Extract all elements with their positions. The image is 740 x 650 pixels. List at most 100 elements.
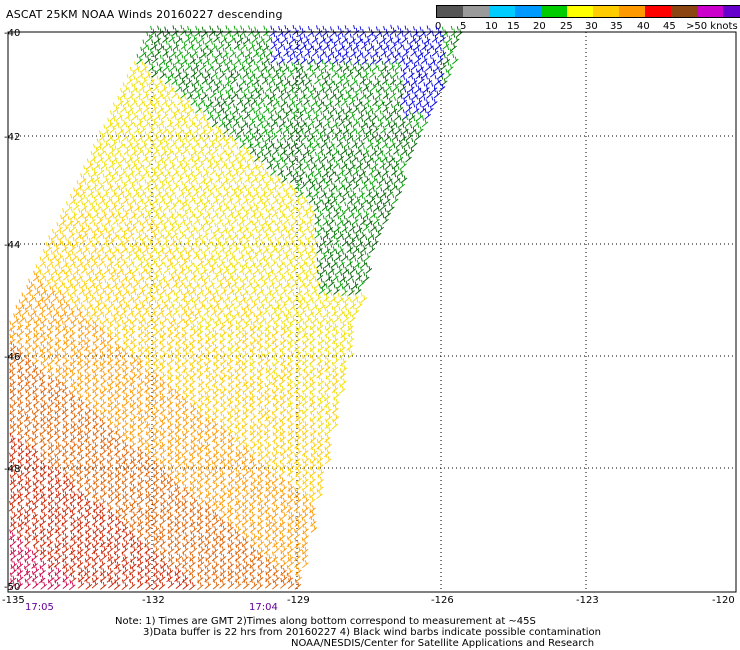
wind-barb [115,515,122,527]
wind-barb [246,215,253,227]
wind-barb [282,61,290,73]
wind-barb [46,417,53,429]
wind-barb [61,241,68,253]
wind-barb [189,486,196,498]
wind-barb [280,577,287,589]
wind-barb [234,424,242,436]
wind-barb [306,214,313,225]
wind-barb [195,39,203,51]
wind-barb [107,480,115,492]
wind-barb [25,502,33,514]
wind-barb [47,411,54,422]
wind-barb [343,74,350,86]
wind-barb [246,306,254,318]
wind-barb [229,46,236,58]
wind-barb [17,325,25,337]
wind-barb [288,487,295,499]
wind-barb [352,214,359,225]
wind-barb [396,136,403,148]
wind-barb [317,143,325,155]
wind-barb [182,68,189,80]
wind-barb [367,40,375,52]
wind-barb [172,39,180,51]
wind-barb [353,193,361,205]
wind-barb [291,152,298,164]
wind-barb [285,228,292,240]
wind-barb [253,214,261,226]
wind-barb [209,87,217,99]
wind-barb [384,67,391,78]
wind-barb [307,306,315,318]
wind-barb [104,291,112,303]
wind-barb [151,346,159,358]
wind-barb [331,257,338,268]
wind-barb [252,109,260,121]
wind-barb [297,187,304,198]
wind-barb [159,320,166,332]
wind-barb [16,362,24,373]
wind-barb [102,200,110,212]
wind-barb [402,60,410,71]
wind-barb [203,53,211,65]
wind-barb [288,235,295,247]
wind-barb [83,306,91,318]
wind-barb [421,116,429,128]
wind-barb [281,32,288,44]
wind-barb [223,61,231,73]
wind-barb [329,26,337,38]
wind-barb [272,473,279,484]
wind-barb [233,306,241,318]
wind-barb [274,173,281,184]
wind-barb [297,60,304,72]
wind-barb [325,424,333,435]
wind-barb [218,256,225,268]
wind-barb [160,347,167,359]
wind-barb [203,438,211,450]
wind-barb [331,320,339,332]
wind-barb [106,536,113,548]
wind-barb [273,32,280,44]
wind-barb [309,362,316,374]
wind-barb [120,102,127,113]
wind-barb [204,255,211,267]
wind-barb [333,284,340,295]
wind-barb [286,397,294,408]
wind-barb [351,137,358,149]
wind-barb [349,298,357,310]
wind-barb [280,96,288,108]
wind-barb [271,179,279,191]
wind-barb [24,486,31,498]
wind-barb [149,201,156,212]
wind-barb [145,431,153,443]
wind-barb [142,242,150,254]
wind-barb [54,522,61,534]
wind-barb [122,494,129,506]
wind-barb [158,242,165,254]
wind-barb [17,340,25,351]
wind-barb [137,522,145,533]
wind-barb [234,480,241,492]
wind-barb [84,487,92,498]
wind-barb [338,164,345,176]
wind-barb [136,355,143,366]
wind-barb [247,89,255,100]
wind-barb [97,227,104,239]
wind-barb [380,45,387,57]
wind-barb [289,313,297,325]
wind-barb [173,291,180,302]
time-label: 17:05 [25,602,54,613]
wind-barb [106,416,114,428]
wind-barb [98,255,105,267]
wind-barb [310,410,317,422]
wind-barb [92,529,99,541]
wind-barb [279,354,287,366]
wind-barb [256,474,264,486]
wind-barb [364,94,371,106]
wind-barb [226,257,233,269]
wind-barb [229,123,237,135]
wind-barb [48,298,55,310]
wind-barb [285,165,293,177]
wind-barb [328,276,335,288]
wind-barb [239,137,246,149]
wind-barb [235,500,243,512]
